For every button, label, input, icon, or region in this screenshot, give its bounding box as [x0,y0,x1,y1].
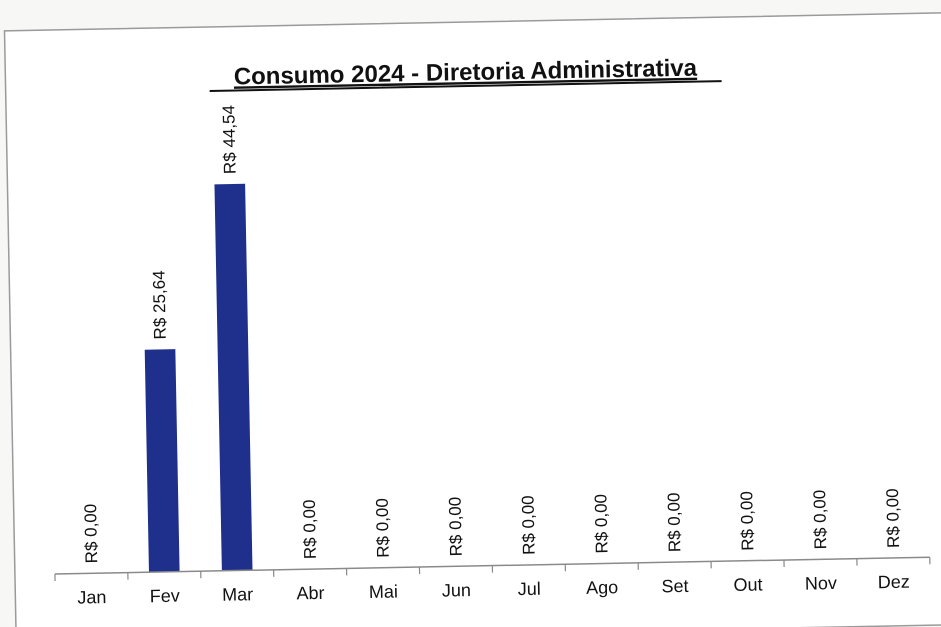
x-tick-label-mar: Mar [222,584,253,605]
x-tick-label-nov: Nov [805,573,837,594]
x-tick-labels: Jan Fev Mar Abr Mai Jun Jul Ago Set Out Nov Dez [77,572,910,608]
data-label-out: R$ 0,00 [737,491,757,551]
chart-title-underline [209,80,722,92]
data-label-dez: R$ 0,00 [883,488,903,548]
data-label-set: R$ 0,00 [664,492,684,552]
data-labels: R$ 0,00 R$ 25,64 R$ 44,54 R$ 0,00 R$ 0,00 R$ … [81,105,903,564]
x-tick-label-mai: Mai [369,581,398,602]
x-ticks [54,557,931,582]
x-tick-label-jan: Jan [77,587,106,608]
data-label-mar: R$ 44,54 [219,105,239,174]
bar-fev [144,349,180,573]
x-tick-label-ago: Ago [586,577,618,598]
data-label-jun: R$ 0,00 [446,497,466,557]
x-tick-label-dez: Dez [878,572,910,593]
data-label-mai: R$ 0,00 [373,498,393,558]
data-label-jul: R$ 0,00 [518,495,538,555]
data-label-nov: R$ 0,00 [810,490,830,550]
x-tick-label-jun: Jun [442,580,471,601]
chart-area: Consumo 2024 - Diretoria Administrativa … [3,11,941,627]
chart-border [3,11,941,627]
data-label-fev: R$ 25,64 [150,270,170,339]
data-label-ago: R$ 0,00 [591,494,611,554]
x-tick-label-fev: Fev [150,586,180,607]
x-tick-label-jul: Jul [518,579,541,599]
bars [144,183,253,573]
x-tick-label-set: Set [661,576,688,597]
x-tick-label-abr: Abr [296,583,324,604]
data-label-jan: R$ 0,00 [81,504,101,564]
x-tick-label-out: Out [733,574,762,595]
data-label-abr: R$ 0,00 [300,499,320,559]
bar-mar [214,183,253,571]
